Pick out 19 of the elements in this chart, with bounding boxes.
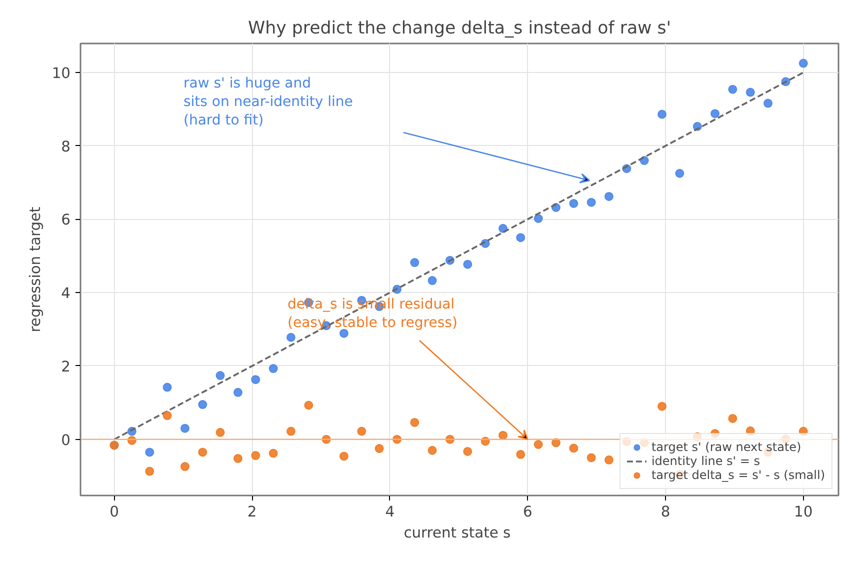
legend-label: target delta_s = s' - s (small): [651, 468, 825, 482]
x-tick-label: 8: [660, 504, 670, 520]
x-axis-title: current state s: [404, 524, 511, 542]
x-tick-label: 0: [110, 504, 119, 520]
x-tick-label: 10: [794, 504, 813, 520]
x-tick-label: 4: [385, 504, 395, 520]
y-tick-label: 10: [52, 64, 71, 82]
x-tick-label: 2: [247, 504, 257, 520]
y-tick-label: 4: [61, 285, 71, 302]
chart-title: Why predict the change delta_s instead of raw s': [248, 18, 672, 38]
y-tick-label: 6: [61, 212, 71, 229]
legend-label: target s' (raw next state): [651, 440, 802, 454]
y-tick-label: 2: [61, 358, 71, 376]
y-axis-title: regression target: [26, 206, 44, 332]
legend-label: identity line s' = s: [651, 454, 760, 468]
annotation: raw s' is huge and sits on near-identity line (hard to fit): [184, 76, 353, 128]
y-tick-label: 8: [61, 138, 71, 156]
x-tick-label: 6: [523, 504, 532, 520]
y-tick-label: 0: [61, 432, 71, 449]
